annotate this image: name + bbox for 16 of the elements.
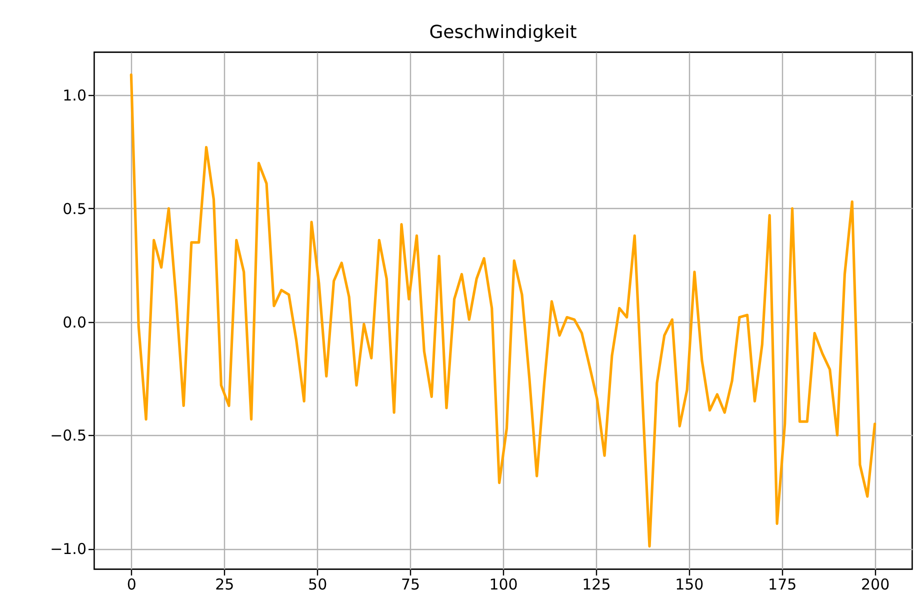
x-tick-label: 125 xyxy=(582,576,611,594)
y-tick-label: −0.5 xyxy=(50,426,86,445)
x-tick-label: 75 xyxy=(401,576,420,594)
chart-title: Geschwindigkeit xyxy=(429,22,577,43)
line-series xyxy=(130,73,876,548)
y-tick-label: −1.0 xyxy=(50,540,86,558)
y-tick-label: 0.0 xyxy=(62,313,86,332)
x-tick-label: 100 xyxy=(489,576,518,594)
x-tick-label: 0 xyxy=(126,576,136,594)
x-tick-label: 25 xyxy=(215,576,234,594)
x-tick-label: 175 xyxy=(768,576,797,594)
x-tick-label: 150 xyxy=(675,576,704,594)
x-tick-label: 200 xyxy=(861,576,890,594)
y-tick-label: 0.5 xyxy=(62,200,86,218)
y-tick-label: 1.0 xyxy=(62,86,86,105)
x-tick-label: 50 xyxy=(308,576,328,594)
